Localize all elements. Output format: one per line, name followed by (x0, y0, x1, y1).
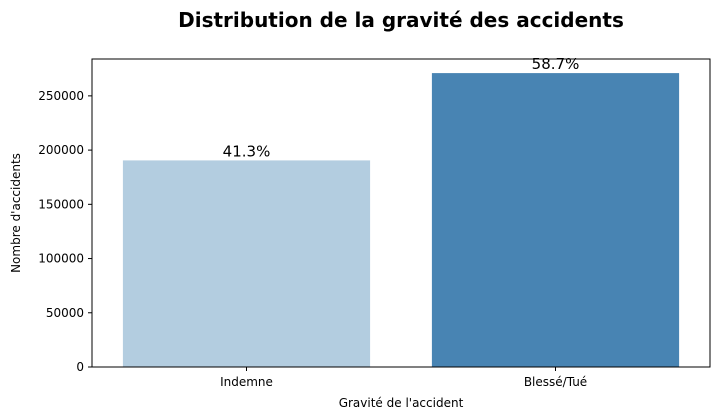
y-tick-label-1: 50000 (46, 306, 84, 320)
y-tick-label-5: 250000 (38, 89, 84, 103)
y-tick-label-2: 100000 (38, 252, 84, 266)
data-label-0: 41.3% (223, 142, 271, 160)
plot-frame (91, 58, 711, 368)
chart-title: Distribution de la gravité des accidents (178, 8, 624, 32)
data-label-1: 58.7% (532, 55, 580, 73)
bar-1 (431, 73, 680, 367)
x-axis-label: Gravité de l'accident (339, 396, 464, 410)
y-tick-label-4: 200000 (38, 143, 84, 157)
bar-0 (122, 160, 371, 367)
y-tick-label-0: 0 (76, 360, 84, 374)
y-axis-label: Nombre d'accidents (9, 153, 23, 273)
y-tick-label-3: 150000 (38, 197, 84, 211)
plot-area: 41.3% Indemne 58.7% Blessé/Tué 0 50000 100000 1… (38, 55, 711, 389)
x-tick-label-1: Blessé/Tué (524, 375, 587, 389)
x-tick-label-0: Indemne (220, 375, 273, 389)
